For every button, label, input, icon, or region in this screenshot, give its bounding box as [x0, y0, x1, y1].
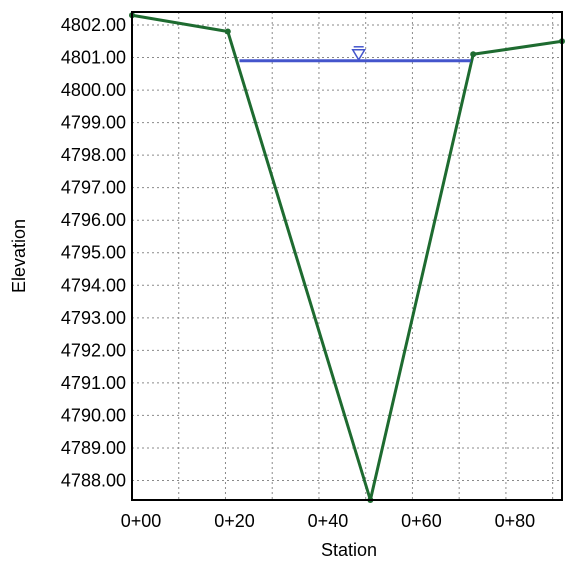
profile-point-1	[224, 28, 231, 35]
x-tick-label-1: 0+20	[214, 511, 255, 531]
y-tick-label-3: 4791.00	[61, 373, 126, 393]
x-tick-label-3: 0+60	[401, 511, 442, 531]
y-tick-label-4: 4792.00	[61, 340, 126, 360]
y-tick-label-12: 4800.00	[61, 80, 126, 100]
y-tick-label-6: 4794.00	[61, 275, 126, 295]
y-axis-title: Elevation	[9, 219, 29, 293]
y-tick-label-9: 4797.00	[61, 178, 126, 198]
x-tick-labels: 0+00 0+20 0+40 0+60 0+80	[121, 511, 535, 531]
y-tick-label-10: 4798.00	[61, 145, 126, 165]
y-tick-label-2: 4790.00	[61, 405, 126, 425]
x-axis-title: Station	[321, 540, 377, 560]
y-tick-label-14: 4802.00	[61, 15, 126, 35]
plot-area-border	[131, 11, 563, 501]
series-layer	[129, 12, 565, 503]
profile-point-3	[470, 51, 477, 58]
y-tick-labels: 4788.00 4789.00 4790.00 4791.00 4792.00 4793.…	[61, 15, 126, 490]
y-tick-label-1: 4789.00	[61, 438, 126, 458]
grid-lines	[132, 12, 562, 500]
x-tick-label-4: 0+80	[495, 511, 536, 531]
ground-profile-line-0	[131, 13, 563, 502]
y-tick-label-13: 4801.00	[61, 48, 126, 68]
x-tick-label-2: 0+40	[308, 511, 349, 531]
water-surface-marker-icon	[351, 49, 367, 62]
y-tick-label-0: 4788.00	[61, 470, 126, 490]
y-tick-label-11: 4799.00	[61, 113, 126, 133]
y-tick-label-5: 4793.00	[61, 308, 126, 328]
y-tick-label-8: 4796.00	[61, 210, 126, 230]
x-tick-label-0: 0+00	[121, 511, 162, 531]
water-surface-layer	[239, 46, 471, 63]
y-tick-label-7: 4795.00	[61, 243, 126, 263]
